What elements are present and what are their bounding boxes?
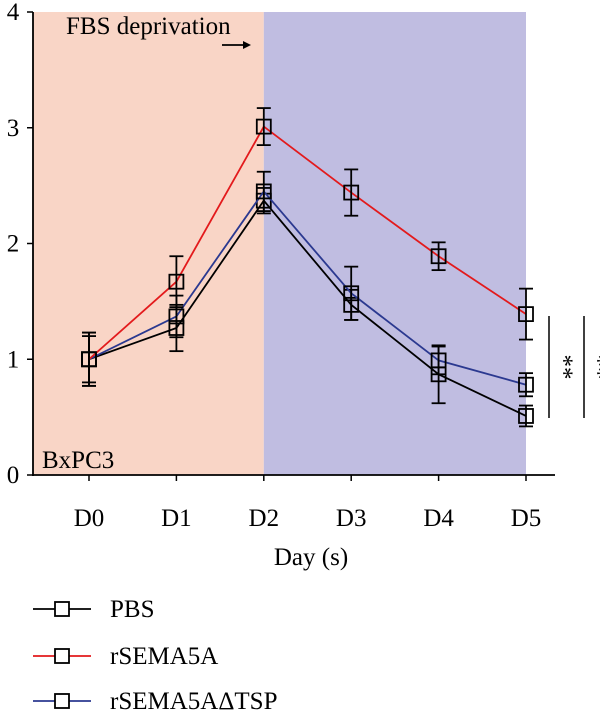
x-tick-label-d2: D2 [249, 505, 280, 532]
data-point-rsema5a-1 [168, 273, 185, 290]
fbs-deprivation-label: FBS deprivation [66, 13, 231, 40]
data-point-rsema5a-tsp-3 [343, 285, 360, 302]
data-point-pbs-5 [518, 408, 534, 424]
x-tick-label-d3: D3 [336, 505, 367, 532]
series-line-rsema5a [88, 125, 527, 360]
annotations: FBS deprivation BxPC3 [42, 13, 251, 474]
data-point-rsema5a-3 [343, 184, 360, 201]
y-tick-label-2: 2 [7, 231, 20, 258]
y-tick-label-1: 1 [7, 346, 20, 373]
x-axis-title: Day (s) [274, 544, 348, 571]
sig-label-2: ** [584, 355, 600, 380]
fbs-arrow-head [243, 41, 251, 49]
data-point-rsema5a-tsp-4 [430, 352, 447, 369]
y-tick-label-3: 3 [7, 115, 20, 142]
series-line-rsema5a-tsp [88, 189, 527, 386]
legend-label-rsema5a: rSEMA5A [110, 643, 218, 670]
legend-marker-rsema5a [54, 648, 70, 664]
cell-line-label: BxPC3 [42, 447, 114, 474]
legend-item-rsema5a-tsp: rSEMA5AΔTSP [33, 688, 278, 715]
y-tick-label-0: 0 [7, 462, 20, 489]
legend: PBS rSEMA5A rSEMA5AΔTSP [33, 596, 278, 715]
legend-label-pbs: PBS [110, 596, 154, 623]
series-line-pbs [88, 199, 527, 417]
x-tick-label-d1: D1 [161, 505, 192, 532]
axes: 0 1 2 3 4 D0 D1 D2 D3 D4 D5 Day (s) [7, 0, 555, 571]
x-tick-label-d0: D0 [74, 505, 105, 532]
y-tick-label-4: 4 [7, 0, 20, 26]
legend-item-rsema5a: rSEMA5A [33, 643, 218, 670]
background-regions [33, 12, 526, 475]
series-layer [81, 107, 534, 428]
legend-item-pbs: PBS [33, 596, 154, 623]
significance-marks: ** ** [548, 316, 600, 418]
data-point-rsema5a-0 [81, 351, 97, 368]
data-point-rsema5a-2 [255, 118, 272, 135]
data-point-rsema5a-tsp-5 [518, 376, 534, 393]
x-tick-label-d4: D4 [423, 505, 454, 532]
legend-marker-pbs [54, 601, 70, 617]
data-point-rsema5a-tsp-2 [255, 183, 272, 200]
legend-label-rsema5a-tsp: rSEMA5AΔTSP [110, 688, 278, 715]
series-rsema5a [81, 107, 534, 387]
legend-marker-rsema5a-tsp [54, 693, 70, 709]
region-pre-deprivation [33, 12, 264, 475]
data-point-rsema5a-5 [518, 306, 534, 323]
region-deprivation [263, 12, 526, 475]
data-point-rsema5a-4 [430, 248, 447, 265]
sig-label-1: ** [550, 355, 577, 380]
data-point-rsema5a-tsp-1 [168, 308, 185, 325]
x-tick-label-d5: D5 [511, 505, 542, 532]
